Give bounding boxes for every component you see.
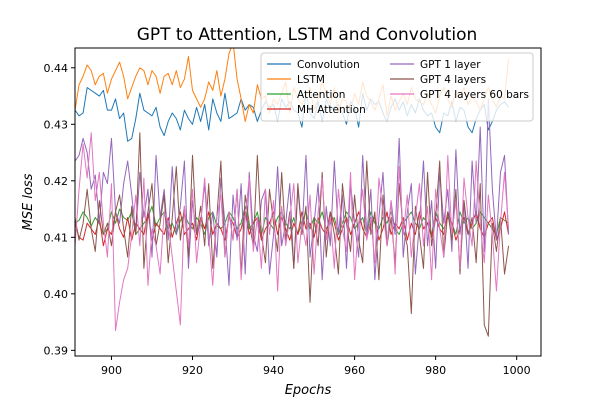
- x-tick-label: 960: [344, 364, 365, 377]
- chart-title: GPT to Attention, LSTM and Convolution: [137, 25, 478, 45]
- y-tick-label: 0.40: [44, 288, 69, 301]
- x-axis: 900 920 940 960 980 1000: [101, 356, 531, 377]
- x-tick-label: 920: [182, 364, 203, 377]
- legend-label: GPT 4 layers 60 bars: [420, 89, 529, 101]
- x-tick-label: 980: [425, 364, 446, 377]
- legend: Convolution LSTM Attention MH Attention GPT …: [260, 52, 534, 122]
- x-tick-label: 1000: [503, 364, 531, 377]
- legend-label: GPT 1 layer: [420, 59, 481, 71]
- legend-label: MH Attention: [297, 104, 366, 116]
- series-line-4: [75, 98, 510, 286]
- legend-label: Convolution: [297, 59, 360, 71]
- legend-label: Attention: [297, 89, 345, 101]
- y-tick-label: 0.41: [44, 231, 69, 244]
- x-axis-label: Epochs: [285, 383, 332, 398]
- legend-label: LSTM: [297, 74, 325, 86]
- x-tick-label: 940: [263, 364, 284, 377]
- y-tick-label: 0.42: [44, 175, 69, 188]
- plot-frame: [74, 47, 542, 357]
- y-axis: 0.39 0.40 0.41 0.42 0.43 0.44: [44, 62, 75, 357]
- legend-box: [260, 52, 534, 122]
- plot-area: [74, 47, 542, 357]
- y-axis-label: MSE loss: [21, 173, 36, 230]
- y-tick-label: 0.39: [44, 344, 69, 357]
- y-tick-label: 0.44: [44, 62, 69, 75]
- series-line-6: [75, 132, 510, 332]
- x-tick-label: 900: [101, 364, 122, 377]
- series-layer: [75, 48, 510, 337]
- series-line-5: [75, 132, 510, 337]
- legend-label: GPT 4 layers: [420, 74, 486, 86]
- y-tick-label: 0.43: [44, 118, 69, 131]
